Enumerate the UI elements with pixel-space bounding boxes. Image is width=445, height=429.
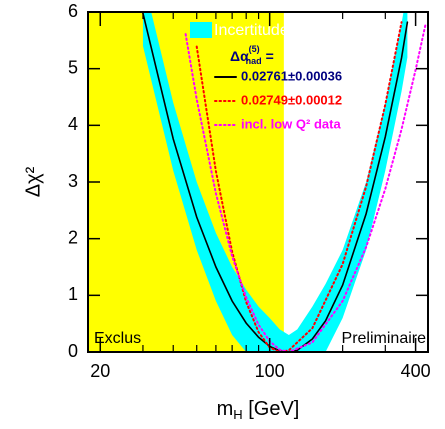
curve — [184, 22, 427, 352]
annotation: Preliminaire — [342, 330, 427, 347]
x-tick-label: 400 — [401, 361, 431, 381]
legend-label: Incertitude theorique — [214, 22, 360, 39]
y-tick-label: 6 — [68, 1, 78, 21]
curve — [195, 21, 403, 352]
legend-label: incl. low Q² data — [241, 116, 341, 131]
plot-area: Exclus Preliminaire — [88, 12, 427, 352]
y-tick-label: 1 — [68, 284, 78, 304]
x-tick-label: 100 — [255, 361, 285, 381]
legend-header: Δα(5) had = — [230, 44, 274, 66]
legend-label: 0.02749±0.00012 — [241, 92, 342, 107]
legend-swatch — [190, 22, 212, 38]
text-part: m — [217, 398, 234, 420]
y-tick-label: 3 — [68, 171, 78, 191]
x-tick-label: 20 — [90, 361, 110, 381]
overlay: Incertitude theorique Δα(5) had = 0.02761±0… — [22, 1, 430, 423]
text-part: H — [233, 407, 242, 422]
legend-label: 0.02761±0.00036 — [241, 68, 342, 83]
x-axis-label: mH [GeV] — [217, 398, 300, 422]
y-tick-label: 0 — [68, 341, 78, 361]
y-tick-label: 5 — [68, 57, 78, 77]
text-part: [GeV] — [243, 398, 300, 420]
y-tick-label: 4 — [68, 114, 78, 134]
text-part: had — [246, 56, 262, 66]
y-tick-label: 2 — [68, 227, 78, 247]
text-part: (5) — [249, 44, 260, 54]
y-axis-label: Δχ² — [22, 166, 44, 197]
annotation: Exclus — [94, 330, 141, 347]
text-part: = — [262, 48, 274, 64]
text-part: Δα — [230, 48, 249, 64]
